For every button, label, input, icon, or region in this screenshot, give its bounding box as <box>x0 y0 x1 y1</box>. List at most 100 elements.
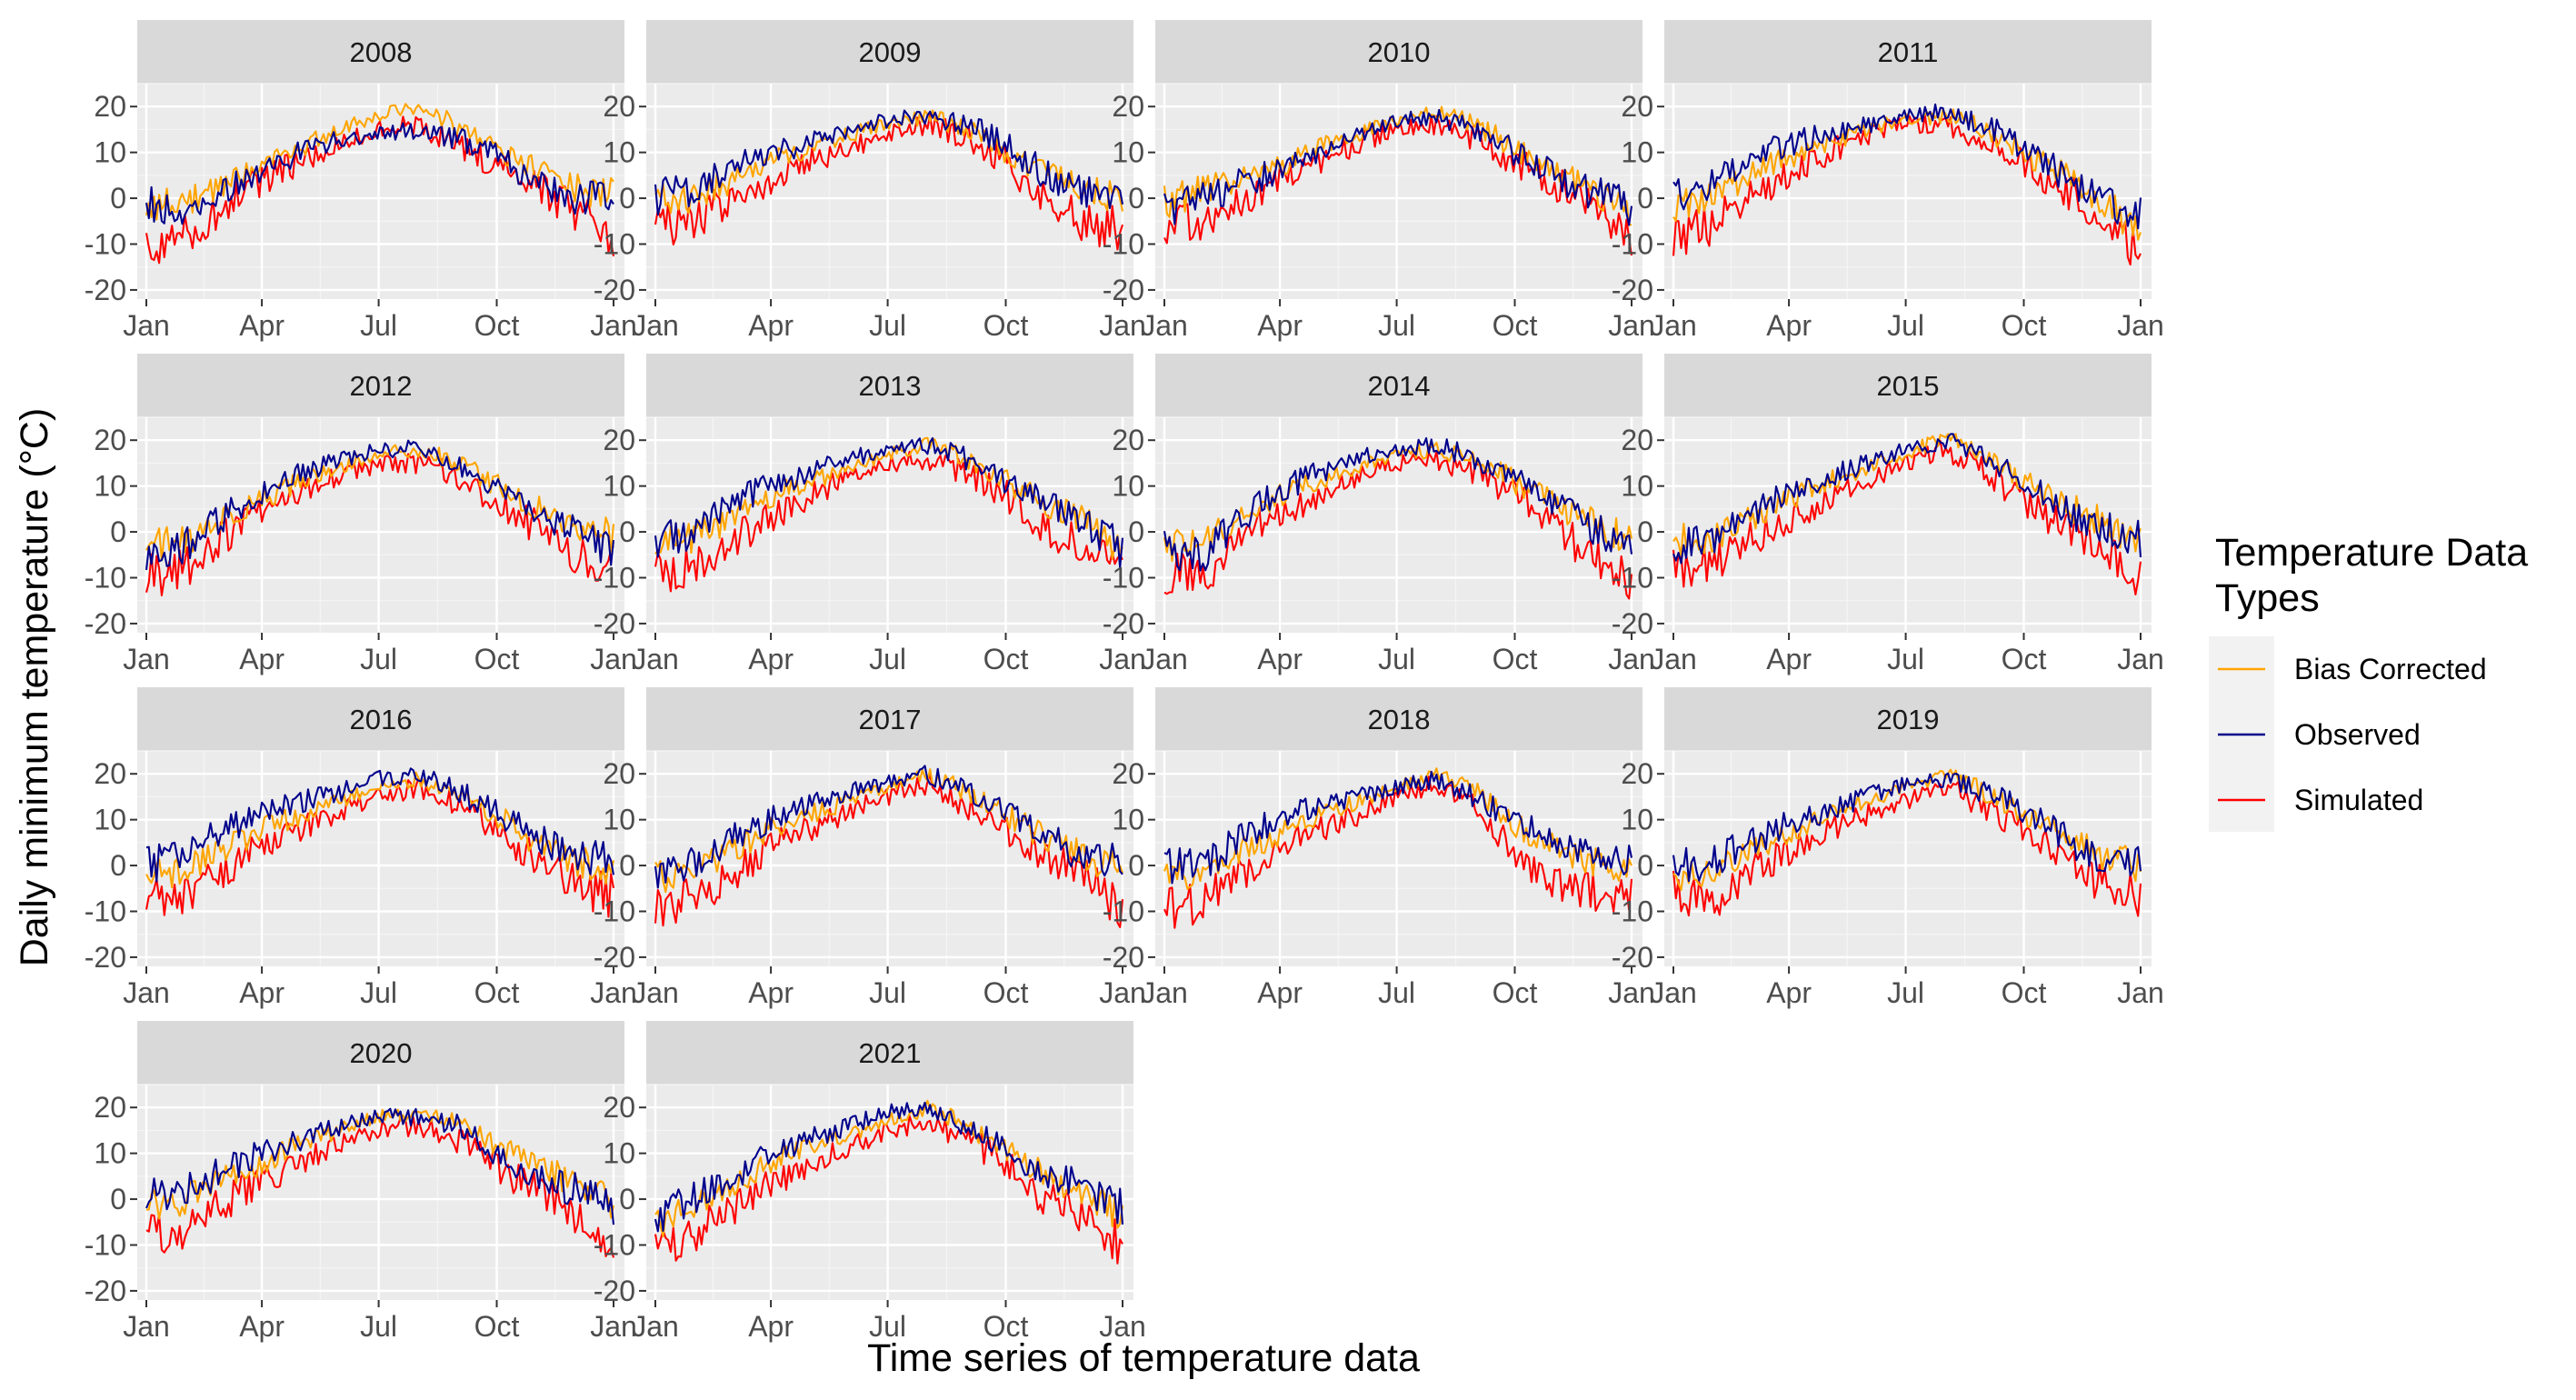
x-tick-label: Apr <box>239 1310 285 1343</box>
x-tick-label: Apr <box>1766 643 1812 675</box>
y-tick-label: 0 <box>619 849 635 882</box>
x-tick-label: Oct <box>474 976 520 1009</box>
facet-strip-label: 2017 <box>859 704 922 735</box>
series-line-observed <box>1163 436 1633 572</box>
x-tick-label: Jan <box>1650 309 1697 342</box>
series-line-simulated <box>1163 450 1633 600</box>
series-line-observed <box>1163 770 1633 885</box>
y-tick-label: 0 <box>110 515 126 548</box>
legend: Temperature Data Types Bias Corrected Obs… <box>2209 531 2528 832</box>
y-tick-label: -20 <box>1103 941 1144 974</box>
x-tick-label: Jul <box>1887 976 1924 1009</box>
series-line-simulated <box>1672 780 2142 917</box>
facet-strip <box>137 20 624 84</box>
x-tick-label: Jan <box>123 643 170 675</box>
x-tick-label: Apr <box>239 976 285 1009</box>
y-tick-label: 20 <box>94 424 126 456</box>
series-line-simulated <box>654 773 1124 928</box>
x-axis-title: Time series of temperature data <box>867 1336 1420 1380</box>
facet-panel-2019: 2019 -20 -10 0 10 20 Jan Apr Jul Oct Jan <box>1612 687 2164 1009</box>
x-tick-label: Oct <box>2002 976 2047 1009</box>
facet-strip <box>646 354 1133 417</box>
series-line-simulated <box>1163 775 1633 929</box>
y-tick-label: -10 <box>594 895 635 927</box>
x-tick-label: Oct <box>474 1310 520 1343</box>
x-tick-label: Jan <box>1099 643 1146 675</box>
series-line-observed <box>654 436 1124 569</box>
y-tick-label: 20 <box>1621 757 1653 790</box>
x-tick-label: Jan <box>1608 976 1655 1009</box>
x-tick-label: Jul <box>869 309 906 342</box>
facet-strip <box>646 1021 1133 1085</box>
series-line-observed <box>1163 108 1633 226</box>
y-tick-label: 0 <box>1637 182 1653 215</box>
facet-strip-label: 2012 <box>350 370 413 402</box>
x-tick-label: Apr <box>1257 643 1303 675</box>
y-tick-label: -10 <box>1103 895 1144 927</box>
facet-strip-label: 2015 <box>1877 370 1940 402</box>
x-tick-label: Apr <box>748 1310 794 1343</box>
y-tick-label: -10 <box>594 227 635 260</box>
y-tick-label: -10 <box>594 1228 635 1261</box>
series-line-bias-corrected <box>654 1099 1124 1238</box>
y-tick-label: 0 <box>1128 515 1144 548</box>
y-tick-label: -10 <box>85 1228 126 1261</box>
y-tick-label: 0 <box>1128 849 1144 882</box>
series-line-simulated <box>1163 114 1633 256</box>
x-tick-label: Oct <box>2002 309 2047 342</box>
series-line-observed <box>1672 433 2142 565</box>
x-tick-label: Oct <box>474 643 520 675</box>
x-tick-label: Jan <box>632 309 679 342</box>
legend-item-observed: Observed <box>2218 718 2421 751</box>
legend-item-label: Simulated <box>2294 784 2423 816</box>
y-tick-label: 10 <box>1112 136 1144 169</box>
y-tick-label: 10 <box>603 804 635 836</box>
x-tick-label: Jan <box>123 1310 170 1343</box>
series-line-observed <box>654 765 1123 889</box>
facet-strip <box>1664 20 2152 84</box>
x-tick-label: Jul <box>869 1310 906 1343</box>
facet-strip <box>646 687 1133 751</box>
y-tick-label: -20 <box>594 607 635 640</box>
x-tick-label: Jan <box>1099 309 1146 342</box>
facet-strip-label: 2009 <box>859 36 922 68</box>
y-tick-label: 0 <box>110 182 126 215</box>
facet-panel-2020: 2020 -20 -10 0 10 20 Jan Apr Jul Oct Jan <box>85 1021 637 1343</box>
x-tick-label: Jul <box>1378 643 1415 675</box>
y-tick-label: 20 <box>94 757 126 790</box>
x-tick-label: Jan <box>590 976 637 1009</box>
x-tick-label: Jan <box>590 643 637 675</box>
facet-panel-2012: 2012 -20 -10 0 10 20 Jan Apr Jul Oct Jan <box>85 354 637 675</box>
x-tick-label: Apr <box>1766 309 1812 342</box>
series-line-observed <box>145 1107 615 1225</box>
x-tick-label: Apr <box>748 309 794 342</box>
y-tick-label: 10 <box>603 470 635 503</box>
y-tick-label: 10 <box>603 1137 635 1170</box>
x-tick-label: Jan <box>590 1310 637 1343</box>
x-tick-label: Jan <box>1141 309 1188 342</box>
y-tick-label: 10 <box>1621 804 1653 836</box>
x-tick-label: Jan <box>123 976 170 1009</box>
x-tick-label: Apr <box>1257 309 1303 342</box>
y-tick-label: -20 <box>1103 607 1144 640</box>
legend-item-label: Observed <box>2294 718 2421 751</box>
series-line-simulated <box>1672 114 2142 266</box>
x-tick-label: Jan <box>1650 643 1697 675</box>
y-tick-label: 20 <box>94 1091 126 1124</box>
facet-strip-label: 2019 <box>1877 704 1940 735</box>
series-line-bias-corrected <box>654 768 1123 894</box>
x-tick-label: Apr <box>239 643 285 675</box>
x-tick-label: Jul <box>360 643 397 675</box>
x-tick-label: Apr <box>239 309 285 342</box>
y-tick-label: -10 <box>1612 561 1653 594</box>
y-tick-label: -20 <box>594 1275 635 1307</box>
y-tick-label: -10 <box>85 561 126 594</box>
y-tick-label: 20 <box>1112 90 1144 123</box>
series-line-observed <box>145 767 615 883</box>
series-line-observed <box>1672 103 2142 230</box>
x-tick-label: Jan <box>1608 309 1655 342</box>
y-tick-label: 20 <box>1112 424 1144 456</box>
